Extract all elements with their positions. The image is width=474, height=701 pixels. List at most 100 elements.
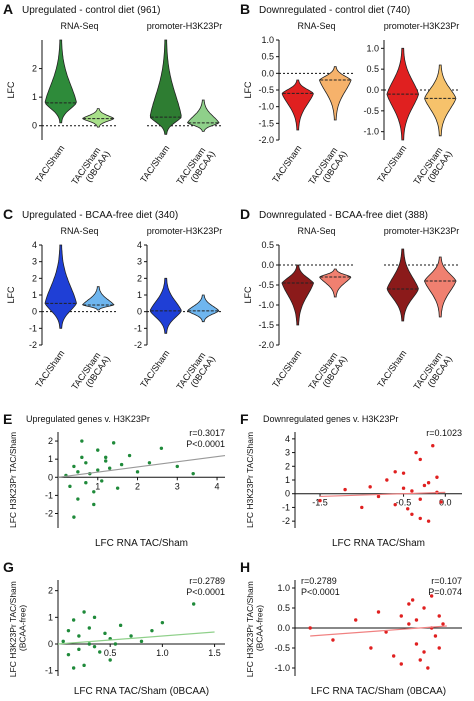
y-tick-label: -2	[29, 340, 37, 350]
y-axis-label: LFC H3K23Pr TAC/Sham (BCAA-free)	[8, 579, 27, 677]
x-tick-label: 2	[135, 481, 140, 491]
point	[175, 464, 179, 469]
violin	[149, 277, 182, 334]
category-label: TAC/Sham (0BCAA)	[69, 143, 112, 192]
panel-title: Upregulated - control diet (961)	[22, 5, 160, 16]
annotation: P<0.0001	[301, 587, 340, 597]
point	[407, 622, 411, 626]
y-tick-label: 4	[32, 240, 37, 250]
panel-letter: H	[240, 559, 250, 575]
point	[103, 631, 107, 636]
point	[71, 618, 76, 622]
point	[376, 494, 381, 499]
y-axis-label: LFC H3K23Pr TAC/Sham	[245, 432, 255, 528]
violin	[386, 248, 419, 322]
point	[61, 639, 65, 644]
point	[414, 450, 418, 455]
x-tick-label: 0.0	[439, 498, 452, 508]
y-tick-label: 0.0	[366, 85, 379, 95]
point	[100, 479, 104, 483]
point	[77, 647, 81, 652]
point	[360, 505, 364, 510]
fit-line	[57, 454, 226, 478]
category-label: TAC/Sham (0BCAA)	[306, 348, 349, 397]
panel-title: Upregulated genes v. H3K23Pr	[26, 414, 150, 424]
point	[437, 646, 441, 650]
point	[406, 507, 410, 511]
violin	[281, 79, 314, 131]
panel-title: Downregulated - control diet (740)	[259, 5, 410, 16]
y-tick-label: 0.0	[261, 260, 274, 270]
y-tick-label: 3	[32, 257, 37, 267]
subplot-title: RNA-Seq	[297, 226, 335, 236]
y-tick-label: 1	[285, 475, 290, 485]
category-label: TAC/Sham	[270, 143, 303, 184]
panel-letter: G	[3, 559, 14, 575]
x-tick-label: 1.5	[208, 648, 221, 658]
point	[108, 658, 112, 662]
y-tick-label: -2	[282, 516, 290, 526]
y-tick-label: 1	[32, 92, 37, 102]
violin	[82, 108, 115, 128]
x-axis-label: LFC RNA TAC/Sham	[95, 538, 188, 549]
point	[82, 610, 86, 614]
y-axis-label: LFC	[243, 286, 253, 304]
y-tick-label: 2	[32, 273, 37, 283]
violin	[44, 39, 77, 124]
x-tick-label: 3	[175, 481, 180, 491]
y-tick-label: -2.0	[258, 135, 274, 145]
y-tick-label: -0.5	[274, 643, 290, 653]
y-tick-label: -1.0	[258, 102, 274, 112]
annotation: r=0.1023	[426, 428, 462, 438]
y-tick-label: 1.0	[261, 35, 274, 45]
point	[76, 470, 80, 474]
point	[418, 516, 422, 521]
point	[401, 471, 406, 475]
point	[71, 666, 76, 670]
point	[439, 500, 443, 504]
panel-letter: D	[240, 206, 250, 222]
y-tick-label: 0.5	[277, 603, 290, 613]
point	[107, 466, 112, 470]
point	[410, 489, 414, 493]
point	[385, 478, 389, 482]
point	[433, 634, 438, 638]
point	[66, 628, 71, 633]
point	[418, 457, 422, 462]
point	[418, 658, 422, 662]
y-tick-label: 0.0	[277, 623, 290, 633]
point	[422, 483, 427, 488]
y-tick-label: 0	[48, 472, 53, 482]
point	[80, 455, 84, 460]
y-tick-label: -2	[45, 509, 53, 519]
y-tick-label: 2	[285, 461, 290, 471]
category-label: TAC/Sham (0BCAA)	[69, 348, 112, 397]
point	[399, 662, 403, 666]
x-axis-label: LFC RNA TAC/Sham (0BCAA)	[311, 686, 446, 697]
violin	[44, 244, 77, 329]
point	[92, 644, 97, 649]
violin	[319, 268, 352, 298]
fit-line	[320, 491, 446, 498]
point	[87, 642, 92, 646]
point	[401, 486, 406, 490]
x-tick-label: 4	[215, 481, 220, 491]
violin	[81, 286, 115, 311]
point	[391, 654, 396, 658]
y-tick-label: -1.0	[258, 300, 274, 310]
point	[414, 642, 419, 646]
violin	[424, 64, 457, 137]
fit-line	[310, 625, 447, 637]
point	[113, 642, 118, 646]
point	[92, 490, 96, 494]
point	[76, 497, 80, 501]
annotation: P=0.074	[428, 587, 462, 597]
category-label: TAC/Sham	[270, 348, 303, 389]
y-axis-label: LFC	[243, 81, 253, 99]
point	[129, 634, 133, 638]
violin	[318, 66, 352, 121]
point	[369, 646, 373, 650]
point	[407, 602, 411, 606]
y-tick-label: -1.5	[258, 118, 274, 128]
category-label: TAC/Sham	[33, 143, 66, 184]
